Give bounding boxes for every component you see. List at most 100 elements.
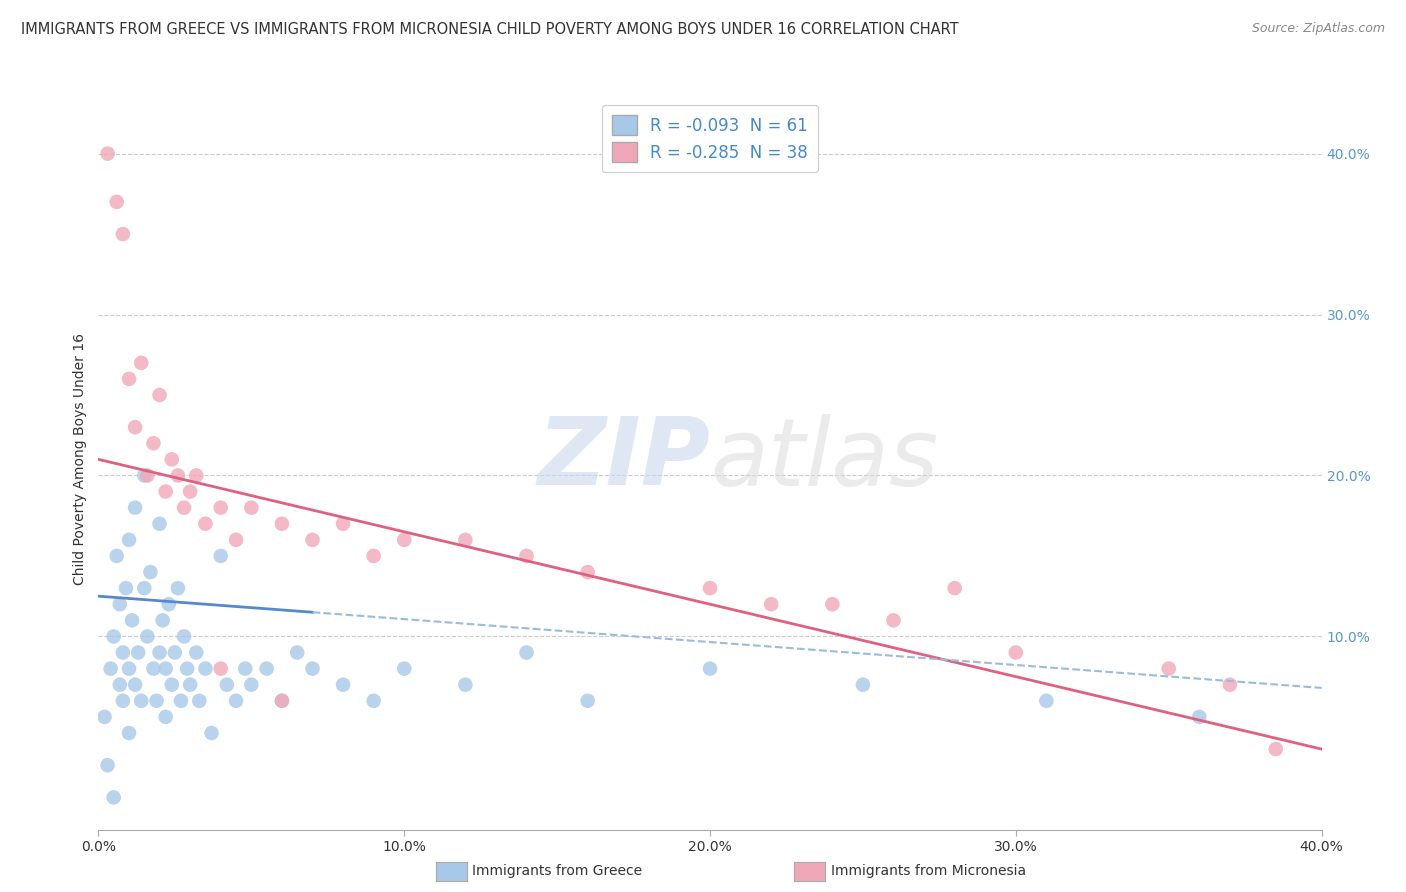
Point (576, 694, 599, 708)
Point (124, 678, 146, 692)
Point (97, 758, 120, 772)
Point (134, 581, 156, 595)
Point (363, 549, 385, 563)
Point (167, 468, 190, 483)
Point (139, 565, 162, 579)
Point (1004, 646, 1026, 660)
Point (155, 710, 177, 724)
Point (100, 662, 122, 676)
Point (111, 646, 134, 660)
Point (145, 694, 167, 708)
Point (516, 646, 538, 660)
Text: ZIP: ZIP (537, 413, 710, 506)
Point (256, 662, 278, 676)
Point (118, 533, 141, 547)
Point (240, 500, 263, 515)
Point (1035, 694, 1057, 708)
Text: Source: ZipAtlas.com: Source: ZipAtlas.com (1251, 22, 1385, 36)
Point (129, 694, 152, 708)
Point (186, 646, 208, 660)
Point (170, 694, 193, 708)
Point (115, 581, 138, 595)
Point (233, 662, 256, 676)
Point (118, 662, 141, 676)
Point (108, 597, 131, 611)
Point (332, 516, 354, 531)
Point (149, 516, 172, 531)
Point (118, 726, 141, 740)
Point (209, 549, 232, 563)
Point (301, 533, 323, 547)
Point (200, 726, 222, 740)
Point (176, 662, 198, 676)
Point (883, 613, 905, 627)
Point (454, 678, 477, 692)
Point (134, 468, 156, 483)
Point (1188, 710, 1211, 724)
Point (157, 597, 180, 611)
Point (852, 678, 875, 692)
Point (167, 581, 190, 595)
Point (152, 613, 174, 627)
Point (194, 516, 217, 531)
Point (103, 790, 125, 805)
Point (285, 646, 308, 660)
Point (194, 662, 217, 676)
Text: Immigrants from Greece: Immigrants from Greece (472, 864, 643, 879)
Point (103, 629, 125, 643)
Point (186, 468, 208, 483)
Point (301, 662, 323, 676)
Point (111, 694, 134, 708)
Point (821, 597, 844, 611)
Point (454, 533, 477, 547)
Point (129, 356, 152, 370)
Point (392, 533, 416, 547)
Point (155, 484, 177, 499)
Point (173, 500, 195, 515)
Point (105, 549, 128, 563)
Point (699, 662, 721, 676)
Text: atlas: atlas (710, 414, 938, 505)
Point (209, 662, 232, 676)
Point (270, 694, 292, 708)
Point (136, 629, 159, 643)
Point (108, 678, 131, 692)
Point (225, 694, 247, 708)
Point (149, 646, 172, 660)
Y-axis label: Child Poverty Among Boys Under 16: Child Poverty Among Boys Under 16 (73, 334, 87, 585)
Point (1264, 742, 1286, 756)
Point (270, 694, 292, 708)
Legend: R = -0.093  N = 61, R = -0.285  N = 38: R = -0.093 N = 61, R = -0.285 N = 38 (602, 105, 818, 172)
Point (160, 452, 183, 467)
Point (516, 549, 538, 563)
Point (111, 227, 134, 241)
Point (699, 581, 721, 595)
Point (142, 662, 165, 676)
Point (163, 646, 186, 660)
Point (332, 678, 354, 692)
Text: IMMIGRANTS FROM GREECE VS IMMIGRANTS FROM MICRONESIA CHILD POVERTY AMONG BOYS UN: IMMIGRANTS FROM GREECE VS IMMIGRANTS FRO… (21, 22, 959, 37)
Point (209, 500, 232, 515)
Point (576, 565, 599, 579)
Point (160, 678, 183, 692)
Point (215, 678, 238, 692)
Point (240, 678, 263, 692)
Point (179, 678, 201, 692)
Point (124, 420, 146, 434)
Point (173, 629, 195, 643)
Point (225, 533, 247, 547)
Point (93, 710, 115, 724)
Text: Immigrants from Micronesia: Immigrants from Micronesia (831, 864, 1026, 879)
Point (127, 646, 149, 660)
Point (149, 388, 172, 402)
Point (759, 597, 782, 611)
Point (1219, 678, 1241, 692)
Point (121, 613, 143, 627)
Point (142, 436, 165, 450)
Point (124, 500, 146, 515)
Point (270, 516, 292, 531)
Point (943, 581, 966, 595)
Point (392, 662, 416, 676)
Point (97, 146, 120, 161)
Point (136, 468, 159, 483)
